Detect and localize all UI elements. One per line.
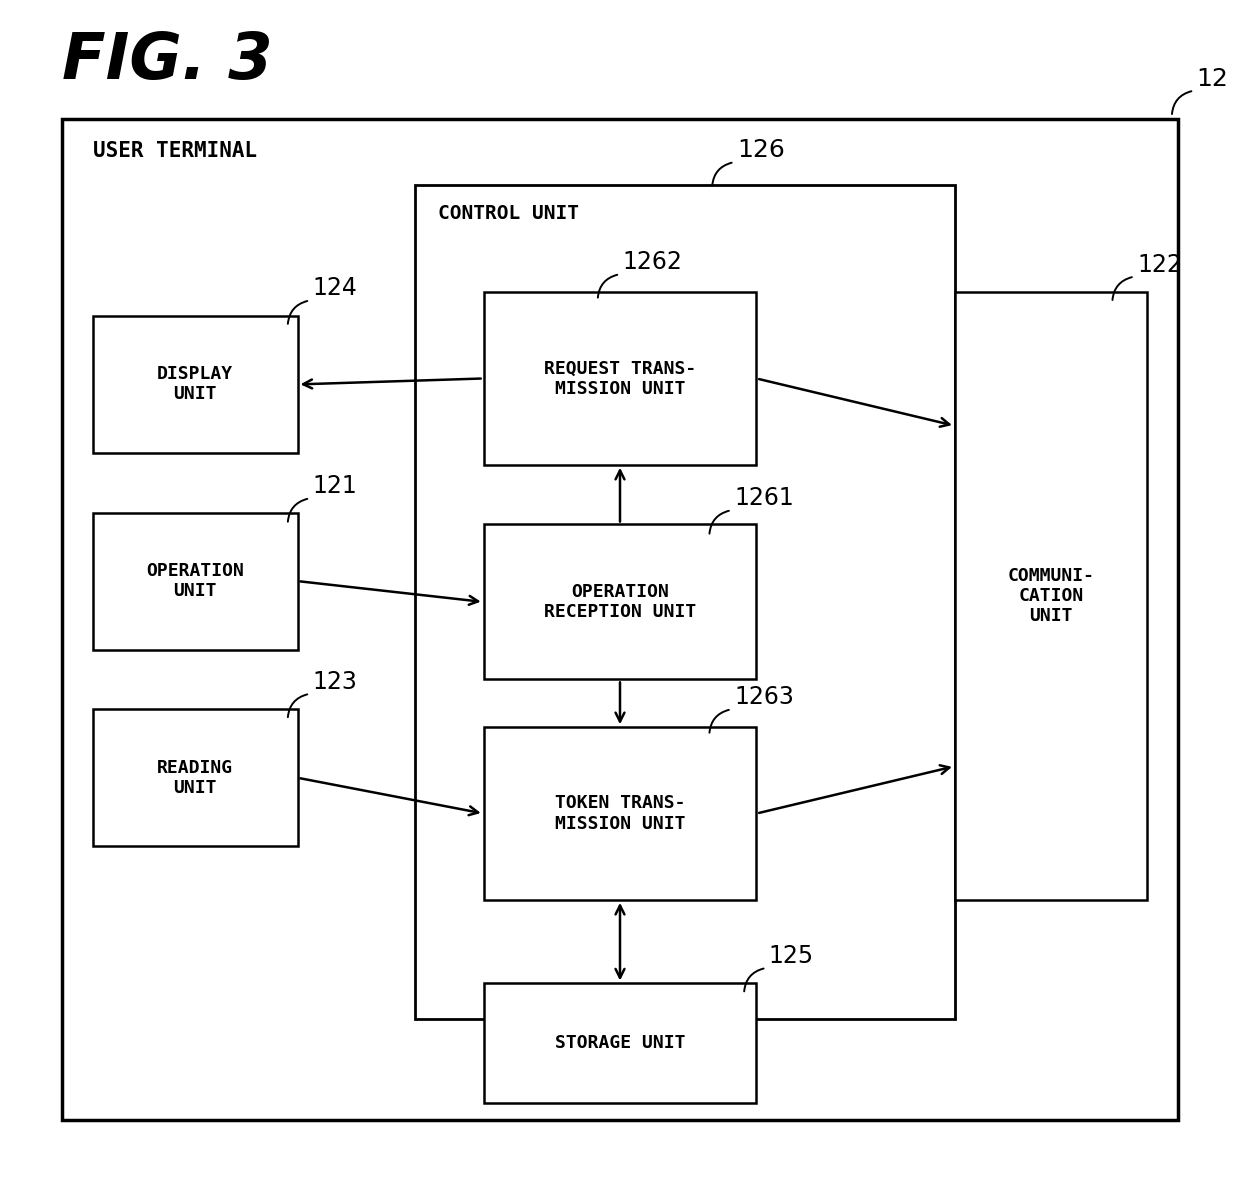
Text: STORAGE UNIT: STORAGE UNIT bbox=[554, 1033, 686, 1053]
Text: UNIT: UNIT bbox=[174, 778, 217, 797]
Bar bbox=[484, 524, 756, 679]
Bar bbox=[955, 292, 1147, 900]
Text: 1263: 1263 bbox=[734, 685, 794, 709]
Text: UNIT: UNIT bbox=[1029, 607, 1073, 625]
Text: UNIT: UNIT bbox=[174, 385, 217, 404]
Text: RECEPTION UNIT: RECEPTION UNIT bbox=[544, 603, 696, 621]
Bar bbox=[484, 292, 756, 465]
Text: 1262: 1262 bbox=[622, 250, 682, 274]
Text: READING: READING bbox=[157, 758, 233, 777]
Bar bbox=[93, 316, 298, 453]
Text: MISSION UNIT: MISSION UNIT bbox=[554, 379, 686, 398]
Text: DISPLAY: DISPLAY bbox=[157, 365, 233, 384]
Bar bbox=[484, 727, 756, 900]
Text: FIG. 3: FIG. 3 bbox=[62, 30, 273, 92]
Text: 121: 121 bbox=[312, 474, 357, 498]
Text: UNIT: UNIT bbox=[174, 582, 217, 601]
Text: REQUEST TRANS-: REQUEST TRANS- bbox=[544, 359, 696, 378]
Text: 12: 12 bbox=[1197, 67, 1229, 91]
Text: TOKEN TRANS-: TOKEN TRANS- bbox=[554, 794, 686, 813]
Bar bbox=[93, 513, 298, 650]
Text: MISSION UNIT: MISSION UNIT bbox=[554, 814, 686, 833]
Text: OPERATION: OPERATION bbox=[146, 561, 244, 581]
Text: 125: 125 bbox=[769, 944, 813, 968]
Bar bbox=[415, 185, 955, 1019]
Bar bbox=[62, 119, 1178, 1120]
Text: CONTROL UNIT: CONTROL UNIT bbox=[438, 204, 579, 223]
Bar bbox=[93, 709, 298, 846]
Text: OPERATION: OPERATION bbox=[572, 583, 668, 601]
Text: COMMUNI-: COMMUNI- bbox=[1007, 567, 1095, 585]
Bar bbox=[484, 983, 756, 1103]
Text: 122: 122 bbox=[1137, 253, 1182, 277]
Text: 124: 124 bbox=[312, 277, 357, 300]
Text: USER TERMINAL: USER TERMINAL bbox=[93, 141, 257, 161]
Text: 123: 123 bbox=[312, 670, 357, 694]
Text: 1261: 1261 bbox=[734, 486, 794, 510]
Text: CATION: CATION bbox=[1018, 586, 1084, 606]
Text: 126: 126 bbox=[737, 138, 785, 162]
